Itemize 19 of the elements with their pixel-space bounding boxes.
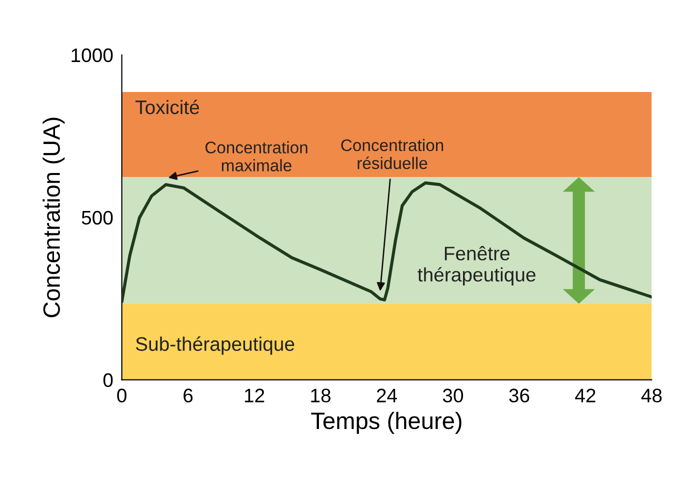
x-tick-label: 12 xyxy=(244,388,264,402)
x-tick-label: 24 xyxy=(376,388,397,402)
x-tick-label: 42 xyxy=(575,388,596,402)
x-axis-title: Temps (heure) xyxy=(311,412,462,434)
x-tick-label: 30 xyxy=(442,388,464,402)
y-tick-label: 500 xyxy=(82,210,113,225)
y-tick-label: 1000 xyxy=(72,48,113,62)
x-tick-label: 48 xyxy=(641,388,662,402)
band-label: Toxicité xyxy=(135,100,200,114)
band-label: Sub-thérapeutique xyxy=(136,336,294,355)
x-tick-label: 18 xyxy=(311,388,330,402)
y-tick-label: 0 xyxy=(103,373,113,388)
x-tick-label: 6 xyxy=(184,388,193,402)
y-axis-title: Concentration (UA) xyxy=(42,118,65,318)
annotation: Concentration résiduelle xyxy=(341,138,444,170)
x-tick-label: 36 xyxy=(509,388,530,402)
band-label: Fenêtre thérapeutique xyxy=(418,246,536,286)
x-tick-label: 0 xyxy=(117,388,126,402)
annotation: Concentration maximale xyxy=(205,141,308,172)
